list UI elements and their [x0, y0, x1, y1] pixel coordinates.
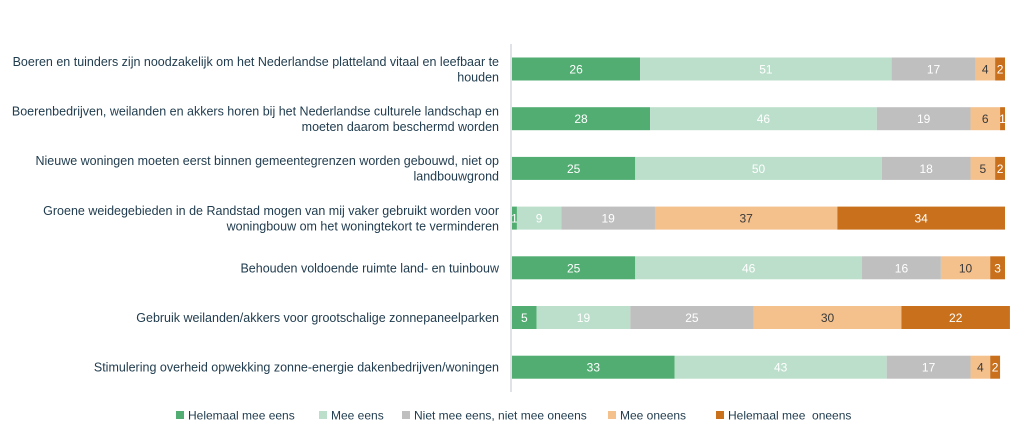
category-label: Boerenbedrijven, weilanden en akkers hor…	[12, 104, 499, 134]
bar-segment	[876, 107, 971, 131]
data-label: 28	[574, 112, 588, 126]
bar-segment	[901, 306, 1010, 329]
data-label: 3	[994, 261, 1001, 275]
data-label: 30	[821, 311, 835, 325]
data-label: 46	[757, 112, 771, 126]
data-label: 19	[917, 112, 931, 126]
bar-segment	[630, 306, 754, 329]
bar-segment	[516, 206, 562, 230]
data-label: 5	[521, 311, 528, 325]
bar-segment	[990, 256, 1005, 280]
data-label: 2	[992, 361, 999, 375]
data-label: 10	[959, 261, 973, 275]
bar-segment	[975, 57, 996, 81]
data-label: 37	[740, 212, 754, 226]
legend-swatch	[608, 411, 616, 419]
data-label: 2	[997, 162, 1004, 176]
data-label: 19	[601, 212, 615, 226]
bar-segment	[990, 355, 1001, 379]
category-label: Groene weidegebieden in de Randstad moge…	[43, 204, 499, 234]
bar-segment	[970, 355, 991, 379]
bar-segment	[650, 107, 877, 131]
data-label: 5	[979, 162, 986, 176]
legend-label: Mee eens	[331, 409, 384, 423]
bar-segment	[940, 256, 991, 280]
legend-item: Helemaal mee oneens	[716, 409, 851, 423]
legend-label: Mee oneens	[620, 409, 686, 423]
bar-segment	[753, 306, 902, 329]
legend: Helemaal mee eens Mee eens Niet mee eens, …	[176, 409, 851, 423]
bar-segment	[837, 206, 1005, 230]
data-label: 25	[567, 162, 581, 176]
legend-swatch	[319, 411, 327, 419]
bar-segment	[654, 206, 838, 230]
bar-segment	[970, 156, 996, 180]
bar-segment	[512, 256, 636, 280]
bar-segment	[674, 355, 887, 379]
category-label: Stimulering overheid opwekking zonne-ene…	[94, 361, 499, 375]
bar-segment	[512, 355, 675, 379]
bar-segment	[995, 156, 1005, 180]
data-label: 4	[977, 361, 984, 375]
data-label: 1	[511, 212, 518, 226]
legend-label: Helemaal mee oneens	[728, 409, 851, 423]
legend-item: Helemaal mee eens	[176, 409, 295, 423]
legend-label: Niet mee eens, niet mee oneens	[414, 409, 587, 423]
bar-segment	[512, 156, 636, 180]
data-label: 51	[759, 63, 773, 77]
data-label: 22	[949, 311, 963, 325]
bar-segment	[512, 57, 641, 81]
category-label: Boeren en tuinders zijn noodzakelijk om …	[13, 55, 499, 85]
data-label: 43	[774, 361, 788, 375]
data-label: 16	[895, 261, 909, 275]
bar-segment	[512, 306, 537, 329]
legend-item: Mee oneens	[608, 409, 686, 423]
bar-segment	[881, 156, 971, 180]
data-label: 2	[997, 63, 1004, 77]
bar-segment	[862, 256, 941, 280]
data-label: 25	[685, 311, 699, 325]
bar-segment	[561, 206, 655, 230]
data-label: 1	[999, 112, 1006, 126]
category-label: Behouden voldoende ruimte land- en tuinb…	[240, 261, 499, 275]
bar-segment	[1000, 107, 1005, 131]
bar-segment	[886, 355, 971, 379]
data-label: 4	[982, 63, 989, 77]
data-label: 9	[536, 212, 543, 226]
data-label: 6	[982, 112, 989, 126]
category-label: Gebruik weilanden/akkers voor grootschal…	[136, 311, 499, 325]
bar-segment	[995, 57, 1005, 81]
category-labels: Boeren en tuinders zijn noodzakelijk om …	[12, 55, 500, 375]
legend-swatch	[716, 411, 724, 419]
legend-item: Mee eens	[319, 409, 384, 423]
data-label: 19	[577, 311, 591, 325]
bar-segment	[635, 156, 882, 180]
data-label: 17	[927, 63, 941, 77]
data-label: 25	[567, 261, 581, 275]
data-label: 18	[919, 162, 933, 176]
bar-segment	[640, 57, 892, 81]
bar-segment	[891, 57, 976, 81]
bar-segment	[970, 107, 1001, 131]
bar-segment	[512, 206, 517, 230]
data-label: 26	[569, 63, 583, 77]
data-label: 50	[752, 162, 766, 176]
legend-swatch	[176, 411, 184, 419]
bar-segment	[536, 306, 631, 329]
legend-swatch	[402, 411, 410, 419]
bar-segment	[635, 256, 863, 280]
legend-label: Helemaal mee eens	[188, 409, 295, 423]
data-label: 17	[922, 361, 936, 375]
bar-segment	[512, 107, 651, 131]
data-label: 46	[742, 261, 756, 275]
legend-item: Niet mee eens, niet mee oneens	[402, 409, 587, 423]
data-label: 34	[915, 212, 929, 226]
data-label: 33	[587, 361, 601, 375]
category-label: Nieuwe woningen moeten eerst binnen geme…	[35, 154, 499, 184]
